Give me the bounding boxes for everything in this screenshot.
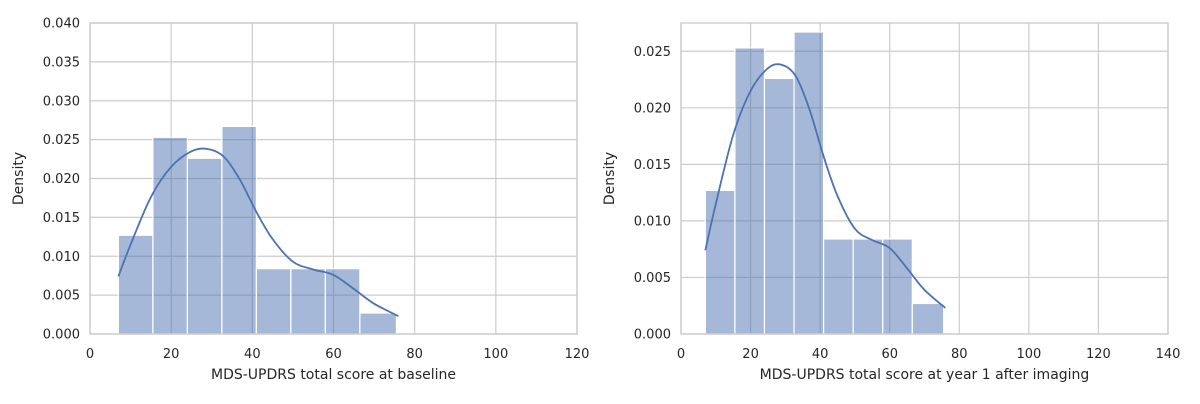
y-tick-label: 0.025 xyxy=(634,45,671,60)
y-tick-label: 0.010 xyxy=(634,214,671,229)
histogram-bar xyxy=(359,312,398,335)
kde-density-line xyxy=(117,147,399,317)
histogram-bar xyxy=(221,125,257,335)
baseline-histogram-panel: 0.000 0.005 0.010 0.015 0.020 0.025 0.030 0.035… xyxy=(11,17,589,384)
x-tick-label: 60 xyxy=(881,347,898,362)
histogram-bar xyxy=(704,189,736,335)
plot-frame xyxy=(680,22,1169,335)
histogram-bar xyxy=(324,268,361,335)
kde-density-line xyxy=(704,63,946,309)
histogram-bar xyxy=(763,77,795,335)
x-tick-label: 120 xyxy=(1086,347,1111,362)
y-tick-label: 0.005 xyxy=(43,289,80,304)
x-tick-label: 80 xyxy=(406,347,423,362)
x-tick-label: 0 xyxy=(677,347,685,362)
histogram-bar xyxy=(290,268,326,335)
histogram-bar xyxy=(793,31,825,335)
y-tick-label: 0.030 xyxy=(43,94,80,109)
y-tick-label: 0.000 xyxy=(43,328,80,343)
plot-frame xyxy=(89,22,578,335)
x-tick-label: 0 xyxy=(86,347,94,362)
y-tick-label: 0.000 xyxy=(634,328,671,343)
x-tick-label: 60 xyxy=(325,347,342,362)
y-tick-label: 0.010 xyxy=(43,250,80,265)
x-axis-label: MDS-UPDRS total score at year 1 after im… xyxy=(760,367,1090,383)
y-tick-label: 0.020 xyxy=(43,172,80,187)
x-tick-label: 20 xyxy=(742,347,759,362)
y-axis-label: Density xyxy=(602,152,618,205)
y-tick-label: 0.040 xyxy=(43,17,80,32)
y-axis-label: Density xyxy=(11,152,27,205)
histogram-bar xyxy=(255,268,292,335)
histogram-bar xyxy=(117,234,154,335)
x-tick-label: 100 xyxy=(483,347,508,362)
histogram-bar xyxy=(882,238,913,335)
x-tick-label: 100 xyxy=(1016,347,1041,362)
y-tick-label: 0.025 xyxy=(43,133,80,148)
y-tick-label: 0.035 xyxy=(43,55,80,70)
histogram-bar xyxy=(186,157,223,335)
x-tick-label: 40 xyxy=(244,347,261,362)
x-tick-label: 20 xyxy=(163,347,180,362)
y-tick-label: 0.020 xyxy=(634,101,671,116)
x-tick-label: 80 xyxy=(951,347,968,362)
x-tick-label: 40 xyxy=(812,347,829,362)
y-tick-label: 0.005 xyxy=(634,271,671,286)
year1-histogram-panel: 0.000 0.005 0.010 0.015 0.020 0.025 0 20 40 60 80 1… xyxy=(602,22,1181,383)
x-axis-label: MDS-UPDRS total score at baseline xyxy=(211,367,456,383)
histogram-bar xyxy=(852,238,884,335)
histogram-bar xyxy=(823,238,854,335)
x-tick-label: 120 xyxy=(565,347,590,362)
x-tick-label: 140 xyxy=(1156,347,1181,362)
y-tick-label: 0.015 xyxy=(634,158,671,173)
histogram-bar xyxy=(911,302,945,335)
y-tick-label: 0.015 xyxy=(43,211,80,226)
